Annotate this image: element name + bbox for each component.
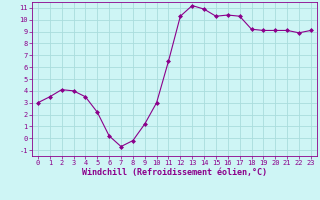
X-axis label: Windchill (Refroidissement éolien,°C): Windchill (Refroidissement éolien,°C) (82, 168, 267, 177)
